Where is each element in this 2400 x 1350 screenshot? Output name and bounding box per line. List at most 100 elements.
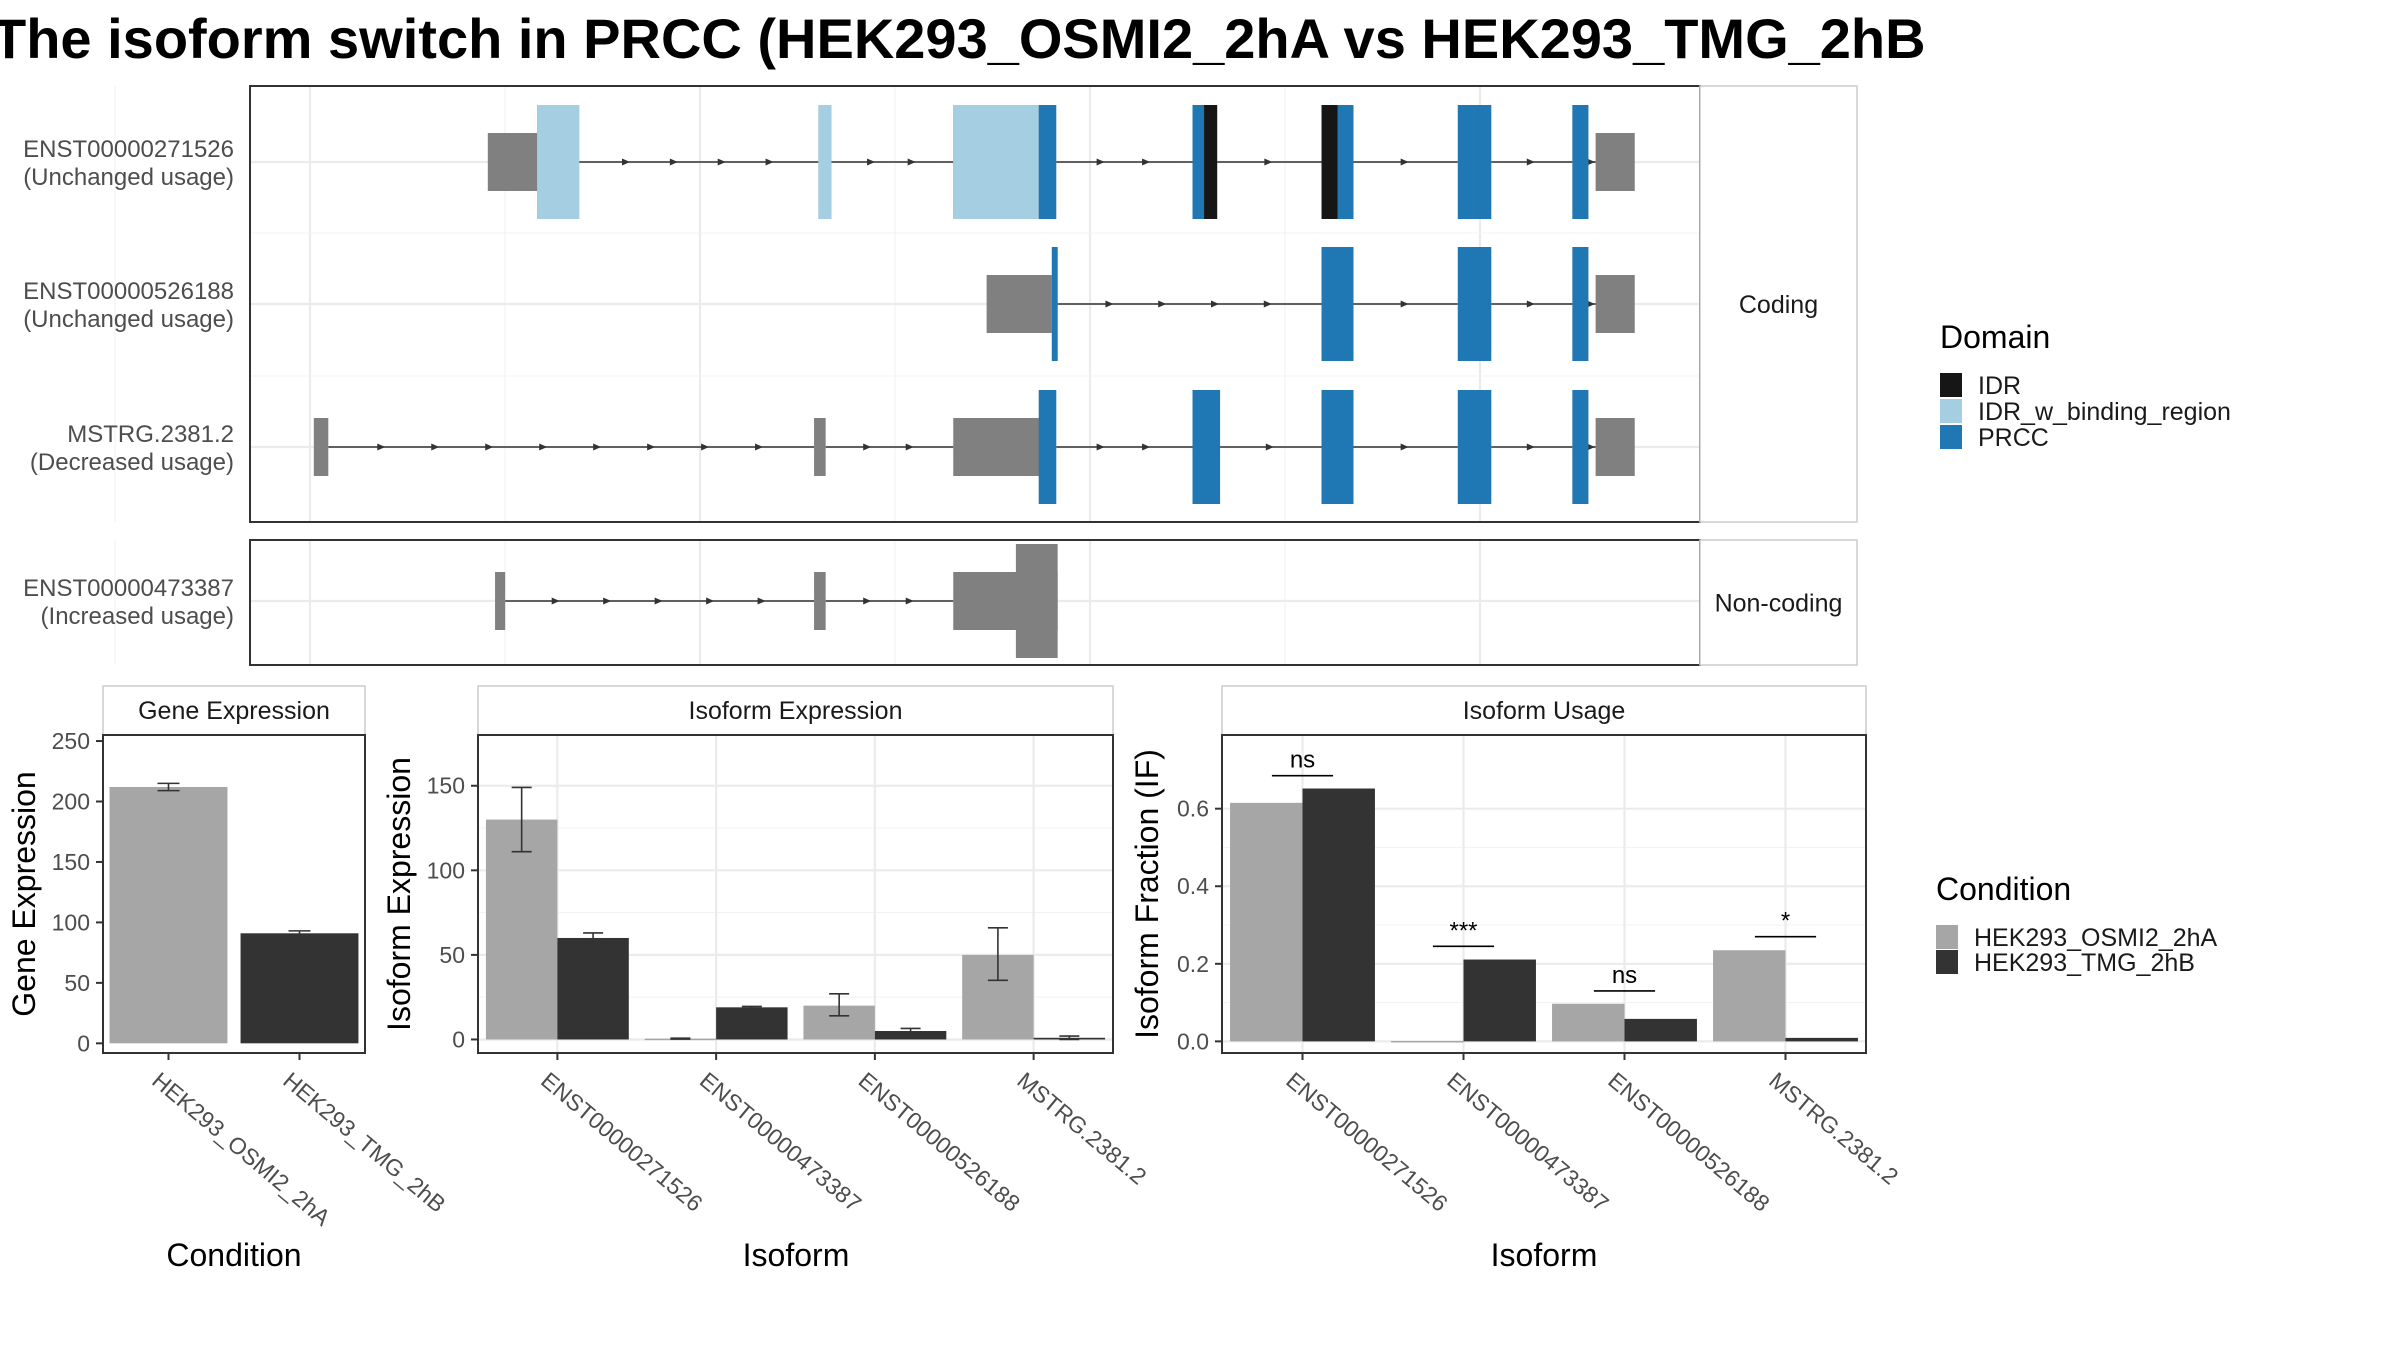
x-tick-label: MSTRG.2381.2 [1012, 1067, 1151, 1190]
strand-arrow [1142, 443, 1151, 451]
strand-arrow [765, 158, 774, 166]
y-axis-title: Isoform Expression [381, 757, 417, 1031]
transcript-structure-panel: ENST00000271526(Unchanged usage) ENST0000… [23, 85, 1858, 666]
y-tick-label: 100 [52, 909, 90, 935]
error-bar [583, 932, 604, 944]
strand-arrow [717, 158, 726, 166]
legend-entry-idr-w-binding-region: IDR_w_binding_region [1940, 398, 2231, 426]
legend-entry-hek293-tmg-2hb: HEK293_TMG_2hB [1936, 949, 2195, 977]
strand-arrow [1158, 300, 1167, 308]
domain-idr-w-binding-region [953, 105, 1039, 219]
y-tick-label: 0 [77, 1030, 90, 1056]
strand-arrow [1586, 158, 1595, 166]
domain-prcc [1473, 105, 1492, 219]
transcript-usage-label: (Unchanged usage) [23, 306, 234, 333]
domain-prcc [1337, 105, 1354, 219]
chart-strip [102, 685, 366, 736]
legend-entry-prcc: PRCC [1940, 424, 2049, 452]
strand-arrow [1526, 300, 1535, 308]
x-tick-label: ENST00000271526 [1281, 1067, 1453, 1217]
strand-arrow [863, 597, 872, 605]
strand-arrow [539, 443, 548, 451]
domain-prcc [1457, 390, 1492, 504]
y-tick-label: 0.2 [1177, 951, 1209, 977]
domain-prcc [1321, 390, 1354, 504]
facet-strip-label: Coding [1739, 291, 1818, 319]
y-tick-label: 50 [64, 970, 90, 996]
figure-title: The isoform switch in PRCC (HEK293_OSMI2… [0, 7, 1926, 70]
facet-strip [1699, 539, 1858, 666]
strand-arrow [1142, 158, 1151, 166]
expression-charts: Gene Expression050100150200250HEK293_OSM… [6, 685, 1903, 1273]
strand-arrow [757, 597, 766, 605]
y-tick-label: 50 [439, 942, 465, 968]
strand-arrow [431, 443, 440, 451]
strand-arrow [867, 158, 876, 166]
strand-arrow [701, 443, 710, 451]
bar-enst00000271526-hek293-tmg-2hb [1302, 788, 1375, 1042]
strand-arrow [1096, 158, 1105, 166]
chart-isoform-expression: Isoform Expression 0 50 100 150 ENST000002715… [381, 685, 1152, 1273]
domain-prcc [1051, 247, 1058, 361]
legend-entry-hek293-osmi2-2ha: HEK293_OSMI2_2hA [1936, 924, 2218, 952]
strand-arrow [1096, 443, 1105, 451]
transcript-id-label: ENST00000526188 [23, 278, 234, 305]
bar-enst00000526188-hek293-tmg-2hb [874, 1031, 947, 1040]
legend-key [1940, 373, 1962, 397]
legend-title: Domain [1940, 319, 2050, 355]
error-bar [511, 786, 532, 853]
legend-label: HEK293_TMG_2hB [1974, 949, 2195, 977]
bar-mstrg-2381-2-hek293-osmi2-2ha [1713, 950, 1786, 1042]
utr-block [1595, 418, 1635, 476]
y-tick-label: 0.0 [1177, 1028, 1209, 1054]
strand-arrow [863, 443, 872, 451]
noncoding-exon [495, 572, 506, 630]
bar-enst00000526188-hek293-osmi2-2ha [1552, 1003, 1625, 1042]
strand-arrow [907, 158, 916, 166]
x-tick-label: MSTRG.2381.2 [1764, 1067, 1903, 1190]
x-tick-label: ENST00000526188 [1603, 1067, 1775, 1217]
strand-arrow [1210, 300, 1219, 308]
plot-border [102, 734, 366, 1054]
strand-arrow [622, 158, 630, 166]
domain-idr-w-binding-region [818, 105, 832, 219]
bar-enst00000473387-hek293-osmi2-2ha [1391, 1040, 1464, 1043]
chart-title: Gene Expression [138, 697, 330, 725]
legend-key [1940, 425, 1962, 449]
chart-title: Isoform Usage [1463, 697, 1626, 725]
bar-enst00000271526-hek293-osmi2-2ha [1230, 802, 1303, 1042]
strand-arrow [1586, 300, 1595, 308]
plot-border [1221, 734, 1867, 1054]
transcript-usage-label: (Decreased usage) [30, 449, 234, 476]
bar-hek293-osmi2-2ha [109, 786, 228, 1044]
domain-prcc [1192, 390, 1221, 504]
y-axis-title: Gene Expression [6, 771, 42, 1016]
noncoding-exon [1015, 544, 1058, 658]
significance-label: ns [1612, 962, 1637, 989]
facet-non-coding: ENST00000473387(Increased usage) Non-codi… [23, 539, 1858, 666]
y-tick-label: 0.6 [1177, 796, 1209, 822]
x-tick-label: ENST00000271526 [536, 1067, 708, 1217]
y-tick-label: 0.4 [1177, 873, 1209, 899]
legend-title: Condition [1936, 871, 2071, 907]
y-tick-label: 150 [52, 849, 90, 875]
strand-arrow [1586, 443, 1595, 451]
legend-key [1936, 950, 1958, 974]
error-bar [670, 1037, 691, 1040]
x-axis-title: Condition [166, 1237, 301, 1273]
chart-title: Isoform Expression [689, 697, 903, 725]
domain-prcc [1038, 105, 1057, 219]
strand-arrow [706, 597, 715, 605]
significance-label: *** [1449, 917, 1477, 944]
chart-isoform-usage: Isoform Usage ns *** ns * 0.0 0.2 0.4 0.6 ENST000… [1129, 685, 1903, 1273]
strand-arrow [377, 443, 386, 451]
transcript-enst00000271526: ENST00000271526(Unchanged usage) [23, 105, 1635, 219]
x-tick-label: ENST00000473387 [1442, 1067, 1614, 1217]
legend-label: PRCC [1978, 424, 2049, 452]
strand-arrow [1526, 158, 1535, 166]
transcript-enst00000526188: ENST00000526188(Unchanged usage) [23, 247, 1635, 361]
utr-block [1595, 275, 1635, 333]
plot-border [477, 734, 1114, 1054]
